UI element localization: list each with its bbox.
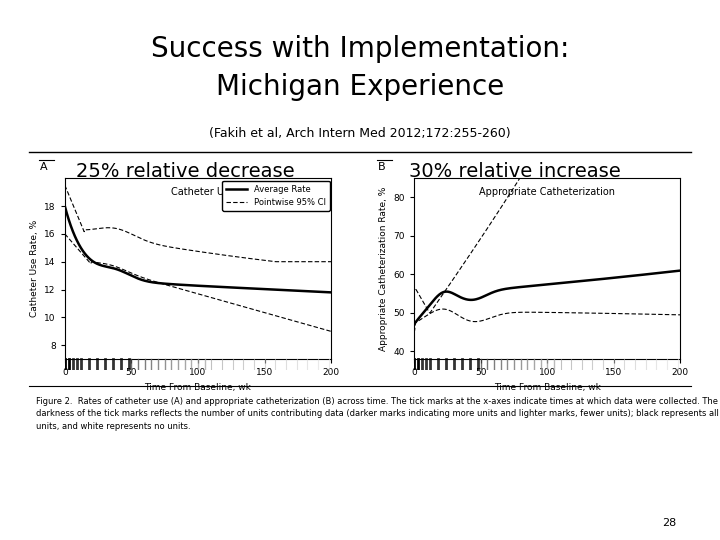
Y-axis label: Appropriate Catheterization Rate, %: Appropriate Catheterization Rate, %: [379, 186, 388, 351]
X-axis label: Time From Baseline, wk: Time From Baseline, wk: [145, 383, 251, 391]
Text: Success with Implementation:: Success with Implementation:: [150, 35, 570, 63]
Text: 30% relative increase: 30% relative increase: [409, 162, 621, 181]
Text: 28: 28: [662, 518, 677, 528]
Y-axis label: Catheter Use Rate, %: Catheter Use Rate, %: [30, 220, 39, 318]
Text: Michigan Experience: Michigan Experience: [216, 73, 504, 101]
Text: B: B: [378, 162, 386, 172]
Text: 25% relative decrease: 25% relative decrease: [76, 162, 294, 181]
Text: Catheter Use: Catheter Use: [171, 187, 235, 197]
Text: Figure 2.  Rates of catheter use (A) and appropriate catheterization (B) across : Figure 2. Rates of catheter use (A) and …: [36, 397, 719, 431]
Text: A: A: [40, 162, 48, 172]
Text: (Fakih et al, Arch Intern Med 2012;172:255-260): (Fakih et al, Arch Intern Med 2012;172:2…: [210, 127, 510, 140]
X-axis label: Time From Baseline, wk: Time From Baseline, wk: [494, 383, 600, 391]
Legend: Average Rate, Pointwise 95% CI: Average Rate, Pointwise 95% CI: [222, 180, 330, 211]
Text: Appropriate Catheterization: Appropriate Catheterization: [480, 187, 615, 197]
